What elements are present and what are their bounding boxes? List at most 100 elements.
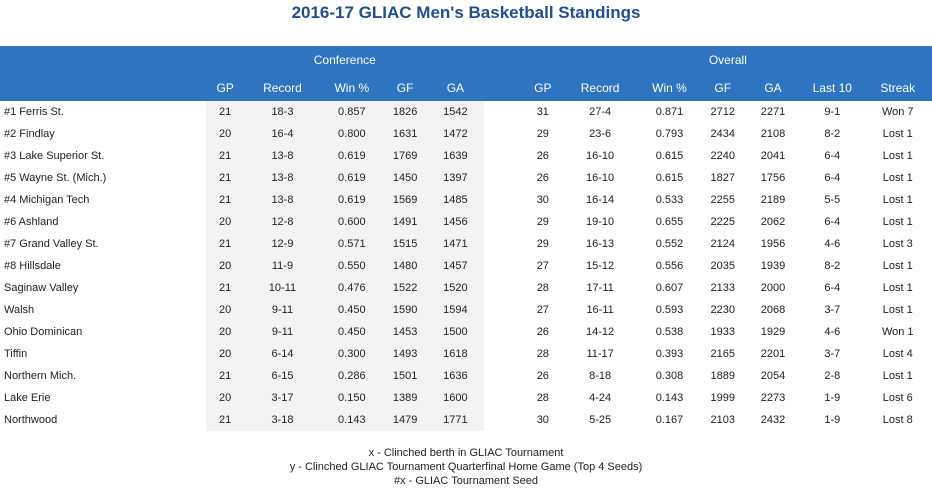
overall-gf-cell: 1999 xyxy=(710,392,735,404)
team-name[interactable]: #8 Hillsdale xyxy=(4,260,61,272)
conf-ga-cell: 1457 xyxy=(427,255,484,277)
conf-gp-header[interactable]: GP xyxy=(206,74,245,101)
team-name[interactable]: #6 Ashland xyxy=(4,216,59,228)
overall-gf-cell: 2712 xyxy=(710,106,735,118)
conf-gp-cell: 21 xyxy=(206,409,245,431)
overall-record-cell: 8-18 xyxy=(589,370,612,382)
overall-win-pct-header[interactable]: Win % xyxy=(638,74,701,101)
overall-record-cell: 16-13 xyxy=(586,238,615,250)
overall-ga-cell: 2271 xyxy=(760,106,786,118)
conf-win-pct-cell: 0.619 xyxy=(320,167,383,189)
last10-cell: 4-6 xyxy=(824,326,841,338)
conf-ga-cell: 1600 xyxy=(427,387,484,409)
streak-cell: Lost 1 xyxy=(882,370,913,382)
conf-gp-cell: 21 xyxy=(206,101,245,123)
table-row: #3 Lake Superior St. 21 13-8 0.619 1769 1639 2… xyxy=(0,145,932,167)
team-name[interactable]: Northern Mich. xyxy=(4,370,77,382)
spacer-cell xyxy=(484,189,524,211)
conf-record-header[interactable]: Record xyxy=(244,74,321,101)
overall-gf-cell: 1827 xyxy=(710,172,735,184)
spacer-cell xyxy=(484,409,524,431)
team-name[interactable]: Lake Erie xyxy=(4,392,51,404)
overall-gp-cell: 28 xyxy=(536,348,549,360)
last10-cell: 3-7 xyxy=(824,304,841,316)
streak-cell: Lost 1 xyxy=(882,260,913,272)
overall-ga-cell: 2432 xyxy=(760,414,786,426)
overall-gf-header[interactable]: GF xyxy=(700,74,745,101)
spacer-cell xyxy=(484,255,524,277)
conf-gf-header[interactable]: GF xyxy=(382,74,428,101)
overall-gp-cell: 28 xyxy=(536,392,549,404)
spacer-cell xyxy=(484,101,524,123)
team-name[interactable]: Saginaw Valley xyxy=(4,282,79,294)
overall-ga-header[interactable]: GA xyxy=(744,74,802,101)
legend-item: y - Clinched GLIAC Tournament Quarterfin… xyxy=(289,461,643,473)
conference-group-header: Conference xyxy=(206,46,484,74)
streak-cell: Lost 1 xyxy=(882,172,913,184)
team-name[interactable]: #5 Wayne St. (Mich.) xyxy=(4,172,107,184)
conf-ga-cell: 1639 xyxy=(427,145,484,167)
last10-cell: 8-2 xyxy=(824,128,841,140)
overall-gp-cell: 30 xyxy=(536,194,549,206)
last10-header[interactable]: Last 10 xyxy=(801,74,864,101)
conf-win-pct-header[interactable]: Win % xyxy=(320,74,383,101)
spacer-cell xyxy=(484,123,524,145)
overall-gp-cell: 31 xyxy=(536,106,549,118)
overall-gp-cell: 27 xyxy=(536,260,549,272)
team-name[interactable]: #7 Grand Valley St. xyxy=(4,238,99,250)
streak-header[interactable]: Streak xyxy=(863,74,932,101)
conf-ga-header[interactable]: GA xyxy=(427,74,484,101)
conf-gf-cell: 1480 xyxy=(382,255,428,277)
team-name[interactable]: Ohio Dominican xyxy=(4,326,83,338)
team-name[interactable]: #1 Ferris St. xyxy=(4,106,64,118)
conf-record-cell: 12-8 xyxy=(244,211,321,233)
table-row: #6 Ashland 20 12-8 0.600 1491 1456 29 19-10 0.65… xyxy=(0,211,932,233)
spacer-cell xyxy=(484,343,524,365)
table-row: #4 Michigan Tech 21 13-8 0.619 1569 1485 30 16-… xyxy=(0,189,932,211)
streak-cell: Lost 1 xyxy=(882,304,913,316)
overall-gf-cell: 2165 xyxy=(710,348,735,360)
column-header-row: GP Record Win % GF GA GP Record Win % GF… xyxy=(0,74,932,101)
streak-cell: Lost 1 xyxy=(882,128,913,140)
overall-record-cell: 14-12 xyxy=(586,326,615,338)
table-row: #2 Findlay 20 16-4 0.800 1631 1472 29 23-6 0.793… xyxy=(0,123,932,145)
conf-record-cell: 6-14 xyxy=(244,343,321,365)
last10-cell: 2-8 xyxy=(824,370,841,382)
conf-record-cell: 6-15 xyxy=(244,365,321,387)
streak-cell: Lost 3 xyxy=(882,238,913,250)
conf-ga-cell: 1472 xyxy=(427,123,484,145)
conf-gp-cell: 20 xyxy=(206,387,245,409)
overall-record-cell: 27-4 xyxy=(589,106,612,118)
team-name[interactable]: Tiffin xyxy=(4,348,28,360)
conf-gf-cell: 1769 xyxy=(382,145,428,167)
conf-gp-cell: 21 xyxy=(206,145,245,167)
overall-gp-cell: 26 xyxy=(536,370,549,382)
conf-gf-cell: 1515 xyxy=(382,233,428,255)
overall-win-pct-cell: 0.793 xyxy=(655,128,684,140)
team-name[interactable]: #2 Findlay xyxy=(4,128,55,140)
conf-win-pct-cell: 0.150 xyxy=(320,387,383,409)
overall-record-header[interactable]: Record xyxy=(561,74,639,101)
last10-cell: 1-9 xyxy=(824,414,841,426)
team-name[interactable]: Northwood xyxy=(4,414,58,426)
conf-gp-cell: 21 xyxy=(206,277,245,299)
spacer-cell xyxy=(484,299,524,321)
conf-record-cell: 13-8 xyxy=(244,167,321,189)
overall-gp-cell: 29 xyxy=(536,238,549,250)
overall-win-pct-cell: 0.533 xyxy=(655,194,684,206)
team-name[interactable]: #4 Michigan Tech xyxy=(4,194,90,206)
overall-win-pct-cell: 0.393 xyxy=(655,348,684,360)
team-name[interactable]: #3 Lake Superior St. xyxy=(4,150,105,162)
conf-gf-cell: 1491 xyxy=(382,211,428,233)
conf-ga-cell: 1485 xyxy=(427,189,484,211)
conf-ga-cell: 1471 xyxy=(427,233,484,255)
overall-gp-header[interactable]: GP xyxy=(523,74,562,101)
team-name[interactable]: Walsh xyxy=(4,304,35,316)
streak-cell: Lost 1 xyxy=(882,150,913,162)
conf-ga-cell: 1500 xyxy=(427,321,484,343)
conf-record-cell: 9-11 xyxy=(244,299,321,321)
overall-record-cell: 17-11 xyxy=(586,282,614,294)
overall-gp-cell: 28 xyxy=(536,282,549,294)
overall-win-pct-cell: 0.552 xyxy=(655,238,684,250)
spacer-cell xyxy=(484,211,524,233)
